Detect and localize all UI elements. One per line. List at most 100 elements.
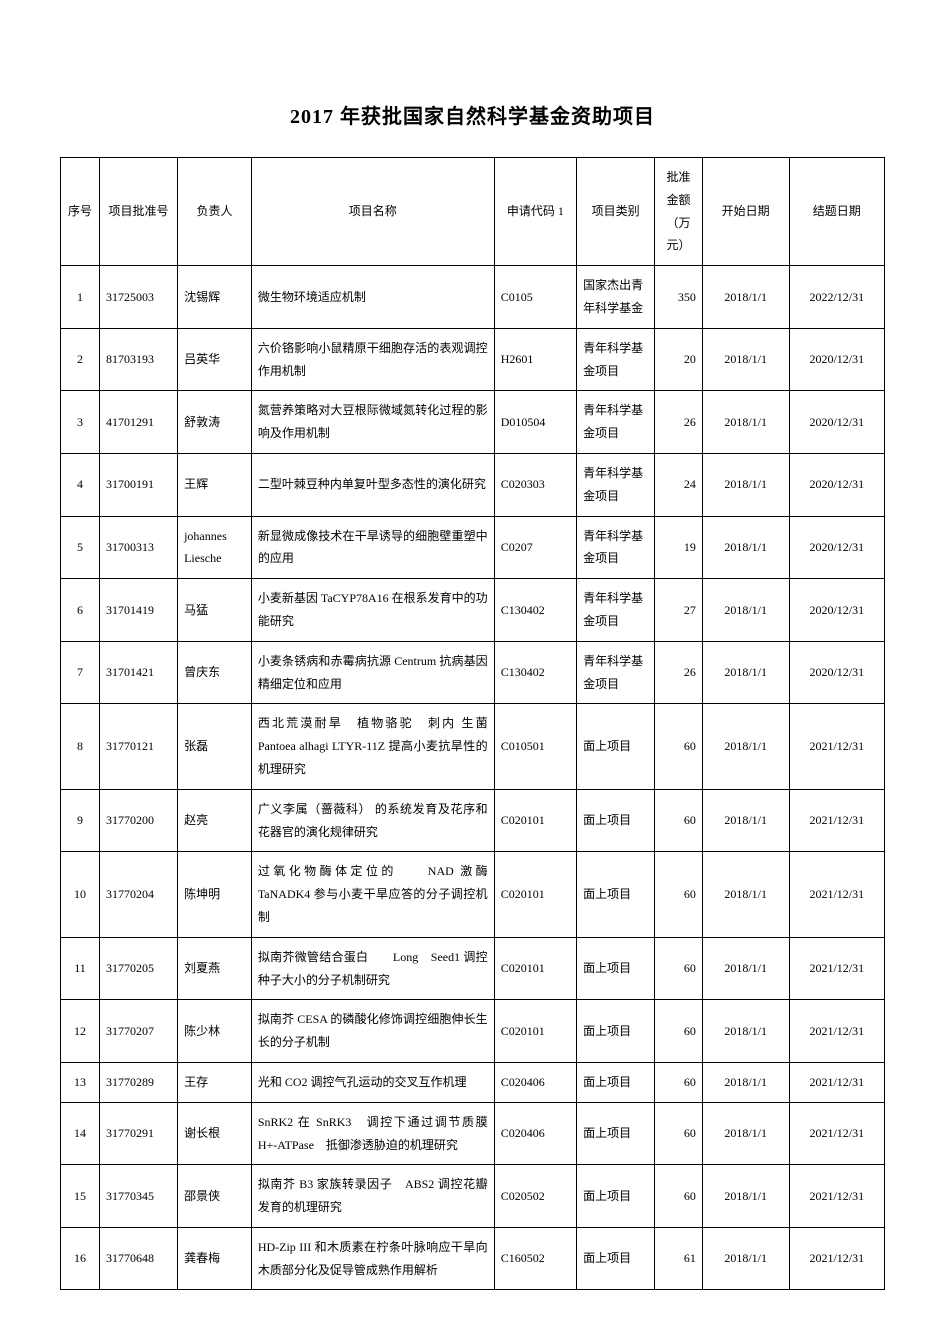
- cell-start: 2018/1/1: [702, 328, 789, 391]
- cell-code: C020101: [494, 937, 576, 1000]
- cell-name: 微生物环境适应机制: [251, 266, 494, 329]
- cell-seq: 11: [61, 937, 100, 1000]
- cell-type: 面上项目: [577, 789, 655, 852]
- cell-end: 2021/12/31: [789, 1102, 884, 1165]
- cell-name: 光和 CO2 调控气孔运动的交叉互作机理: [251, 1062, 494, 1102]
- col-type: 项目类别: [577, 158, 655, 266]
- table-row: 731701421曾庆东小麦条锈病和赤霉病抗源 Centrum 抗病基因精细定位…: [61, 641, 885, 704]
- cell-code: C130402: [494, 579, 576, 642]
- cell-num: 31701419: [100, 579, 178, 642]
- cell-code: C020406: [494, 1062, 576, 1102]
- cell-num: 31770648: [100, 1227, 178, 1290]
- table-row: 631701419马猛小麦新基因 TaCYP78A16 在根系发育中的功能研究C…: [61, 579, 885, 642]
- cell-num: 31770204: [100, 852, 178, 937]
- cell-name: 二型叶棘豆种内单复叶型多态性的演化研究: [251, 453, 494, 516]
- cell-start: 2018/1/1: [702, 1165, 789, 1228]
- cell-person: 王辉: [178, 453, 252, 516]
- cell-name: 拟南芥 CESA 的磷酸化修饰调控细胞伸长生长的分子机制: [251, 1000, 494, 1063]
- cell-name: SnRK2 在 SnRK3 调控下通过调节质膜 H+-ATPase 抵御渗透胁迫…: [251, 1102, 494, 1165]
- cell-start: 2018/1/1: [702, 937, 789, 1000]
- cell-amt: 26: [655, 641, 703, 704]
- cell-person: 陈坤明: [178, 852, 252, 937]
- cell-amt: 26: [655, 391, 703, 454]
- cell-num: 41701291: [100, 391, 178, 454]
- cell-type: 面上项目: [577, 852, 655, 937]
- cell-seq: 2: [61, 328, 100, 391]
- cell-code: C0105: [494, 266, 576, 329]
- cell-start: 2018/1/1: [702, 266, 789, 329]
- cell-amt: 60: [655, 1102, 703, 1165]
- cell-seq: 5: [61, 516, 100, 579]
- cell-type: 青年科学基金项目: [577, 516, 655, 579]
- cell-seq: 3: [61, 391, 100, 454]
- cell-amt: 60: [655, 852, 703, 937]
- cell-person: 邵景侠: [178, 1165, 252, 1228]
- cell-name: 氮营养策略对大豆根际微域氮转化过程的影响及作用机制: [251, 391, 494, 454]
- cell-amt: 350: [655, 266, 703, 329]
- cell-name: HD-Zip III 和木质素在柠条叶脉响应干旱向木质部分化及促导管成熟作用解析: [251, 1227, 494, 1290]
- cell-end: 2021/12/31: [789, 789, 884, 852]
- col-name: 项目名称: [251, 158, 494, 266]
- cell-end: 2020/12/31: [789, 453, 884, 516]
- cell-type: 面上项目: [577, 1000, 655, 1063]
- cell-code: C020101: [494, 852, 576, 937]
- cell-type: 面上项目: [577, 1165, 655, 1228]
- cell-person: 马猛: [178, 579, 252, 642]
- cell-person: 沈锡辉: [178, 266, 252, 329]
- cell-type: 青年科学基金项目: [577, 579, 655, 642]
- cell-code: C020502: [494, 1165, 576, 1228]
- cell-num: 81703193: [100, 328, 178, 391]
- cell-start: 2018/1/1: [702, 516, 789, 579]
- table-row: 131725003沈锡辉微生物环境适应机制C0105国家杰出青年科学基金3502…: [61, 266, 885, 329]
- cell-code: C020101: [494, 789, 576, 852]
- table-row: 531700313johannes Liesche新显微成像技术在干旱诱导的细胞…: [61, 516, 885, 579]
- cell-start: 2018/1/1: [702, 641, 789, 704]
- table-row: 1031770204陈坤明过氧化物酶体定位的 NAD 激酶 TaNADK4 参与…: [61, 852, 885, 937]
- cell-end: 2020/12/31: [789, 641, 884, 704]
- cell-num: 31700191: [100, 453, 178, 516]
- table-header: 序号 项目批准号 负责人 项目名称 申请代码 1 项目类别 批准金额（万元） 开…: [61, 158, 885, 266]
- cell-type: 国家杰出青年科学基金: [577, 266, 655, 329]
- table-row: 831770121张磊西北荒漠耐旱 植物骆驼 刺内 生菌 Pantoea alh…: [61, 704, 885, 789]
- cell-seq: 1: [61, 266, 100, 329]
- cell-end: 2020/12/31: [789, 328, 884, 391]
- cell-seq: 12: [61, 1000, 100, 1063]
- cell-name: 小麦新基因 TaCYP78A16 在根系发育中的功能研究: [251, 579, 494, 642]
- cell-type: 面上项目: [577, 1062, 655, 1102]
- cell-type: 青年科学基金项目: [577, 453, 655, 516]
- cell-amt: 20: [655, 328, 703, 391]
- cell-type: 青年科学基金项目: [577, 641, 655, 704]
- cell-start: 2018/1/1: [702, 704, 789, 789]
- cell-seq: 6: [61, 579, 100, 642]
- cell-person: 王存: [178, 1062, 252, 1102]
- cell-num: 31770121: [100, 704, 178, 789]
- cell-start: 2018/1/1: [702, 1062, 789, 1102]
- cell-amt: 60: [655, 937, 703, 1000]
- cell-seq: 9: [61, 789, 100, 852]
- col-start: 开始日期: [702, 158, 789, 266]
- table-body: 131725003沈锡辉微生物环境适应机制C0105国家杰出青年科学基金3502…: [61, 266, 885, 1290]
- cell-code: C160502: [494, 1227, 576, 1290]
- cell-amt: 61: [655, 1227, 703, 1290]
- cell-amt: 60: [655, 1062, 703, 1102]
- cell-amt: 19: [655, 516, 703, 579]
- cell-type: 面上项目: [577, 937, 655, 1000]
- cell-name: 拟南芥微管结合蛋白 Long Seed1 调控种子大小的分子机制研究: [251, 937, 494, 1000]
- cell-amt: 24: [655, 453, 703, 516]
- table-row: 281703193吕英华六价铬影响小鼠精原干细胞存活的表观调控作用机制H2601…: [61, 328, 885, 391]
- cell-name: 过氧化物酶体定位的 NAD 激酶 TaNADK4 参与小麦干旱应答的分子调控机制: [251, 852, 494, 937]
- cell-person: 陈少林: [178, 1000, 252, 1063]
- cell-type: 青年科学基金项目: [577, 328, 655, 391]
- cell-start: 2018/1/1: [702, 789, 789, 852]
- cell-person: 张磊: [178, 704, 252, 789]
- cell-seq: 16: [61, 1227, 100, 1290]
- cell-start: 2018/1/1: [702, 1102, 789, 1165]
- cell-end: 2022/12/31: [789, 266, 884, 329]
- page-title: 2017 年获批国家自然科学基金资助项目: [60, 100, 885, 129]
- cell-seq: 10: [61, 852, 100, 937]
- cell-code: C130402: [494, 641, 576, 704]
- cell-seq: 4: [61, 453, 100, 516]
- cell-code: C020406: [494, 1102, 576, 1165]
- cell-name: 新显微成像技术在干旱诱导的细胞壁重塑中的应用: [251, 516, 494, 579]
- cell-start: 2018/1/1: [702, 1227, 789, 1290]
